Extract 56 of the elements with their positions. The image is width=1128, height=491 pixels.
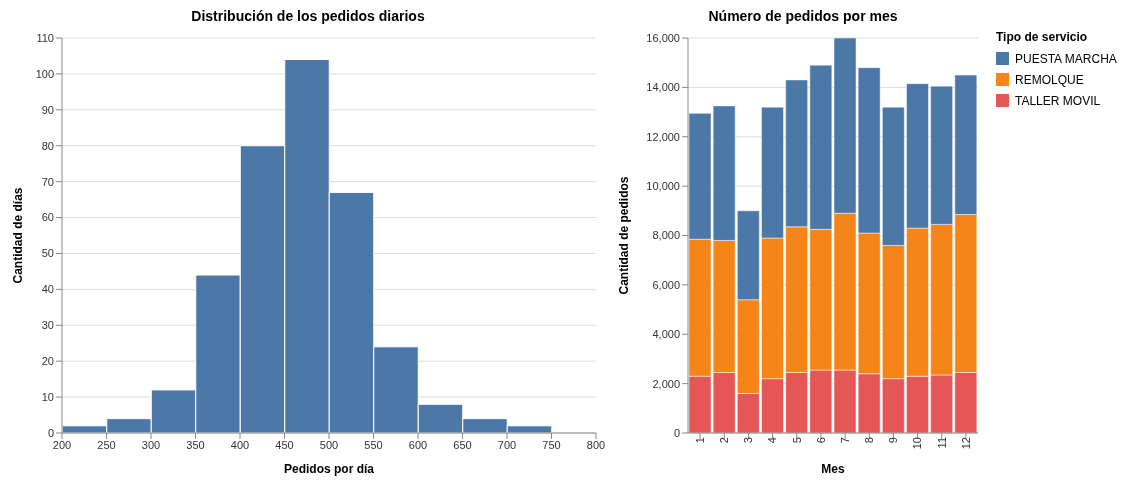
y-axis-title: Cantidad de días: [11, 187, 26, 284]
y-tick-label: 12,000: [646, 130, 680, 143]
x-tick-label: 800: [586, 438, 606, 451]
y-tick-label: 0: [673, 426, 680, 439]
x-tick-label: 6: [814, 437, 827, 444]
x-tick-label: 500: [319, 438, 339, 451]
y-axis-title: Cantidad de pedidos: [617, 176, 632, 295]
x-tick-label: 350: [186, 438, 205, 451]
x-tick-label: 750: [542, 438, 561, 451]
x-tick-label: 600: [408, 438, 428, 451]
x-tick-label: 12: [959, 437, 972, 450]
y-tick-label: 10,000: [646, 180, 680, 193]
x-axis-title: Pedidos por día: [283, 462, 375, 476]
legend-label: TALLER MOVIL: [1015, 93, 1101, 108]
y-tick-label: 110: [36, 31, 54, 44]
y-tick-label: 10: [41, 391, 54, 403]
x-tick-label: 5: [790, 437, 803, 444]
y-tick-label: 6,000: [652, 278, 680, 291]
x-tick-label: 250: [97, 438, 116, 451]
y-tick-label: 80: [41, 139, 54, 152]
chart-title: Número de pedidos por mes: [707, 8, 899, 26]
y-tick-label: 0: [47, 426, 54, 439]
x-tick-label: 9: [887, 437, 900, 444]
x-tick-label: 4: [766, 437, 779, 444]
y-tick-label: 8,000: [652, 229, 680, 242]
x-tick-label: 1: [693, 437, 706, 444]
x-tick-label: 650: [453, 438, 472, 451]
legend-title: Tipo de servicio: [996, 30, 1089, 44]
y-tick-label: 50: [41, 247, 54, 260]
x-axis-title: Mes: [821, 462, 845, 476]
text: PUESTA MARCHA: [1015, 51, 1117, 66]
x-tick-label: 8: [863, 437, 876, 444]
x-tick-label: 200: [52, 438, 72, 451]
y-tick-label: 30: [41, 319, 54, 332]
x-tick-label: 550: [364, 438, 383, 451]
y-tick-label: 100: [35, 67, 54, 80]
y-tick-label: 90: [41, 103, 54, 116]
y-tick-label: 20: [41, 355, 54, 368]
x-tick-label: 400: [230, 438, 250, 451]
x-tick-label: 7: [838, 437, 851, 444]
x-tick-label: 700: [497, 438, 517, 451]
y-tick-label: 16,000: [646, 31, 680, 44]
x-tick-label: 3: [742, 437, 755, 444]
y-tick-label: 60: [41, 211, 54, 224]
x-tick-label: 10: [911, 437, 924, 450]
y-tick-label: 40: [41, 283, 54, 296]
x-tick-label: 300: [141, 438, 161, 451]
x-tick-label: 2: [718, 437, 731, 444]
chart-title: Distribución de los pedidos diarios: [190, 8, 426, 26]
y-tick-label: 70: [41, 175, 54, 188]
y-tick-label: 2,000: [652, 377, 680, 390]
x-tick-label: 450: [275, 438, 294, 451]
y-tick-label: 14,000: [646, 81, 680, 94]
x-tick-label: 11: [935, 437, 948, 449]
legend-label: REMOLQUE: [1015, 72, 1084, 87]
y-tick-label: 4,000: [652, 328, 680, 341]
